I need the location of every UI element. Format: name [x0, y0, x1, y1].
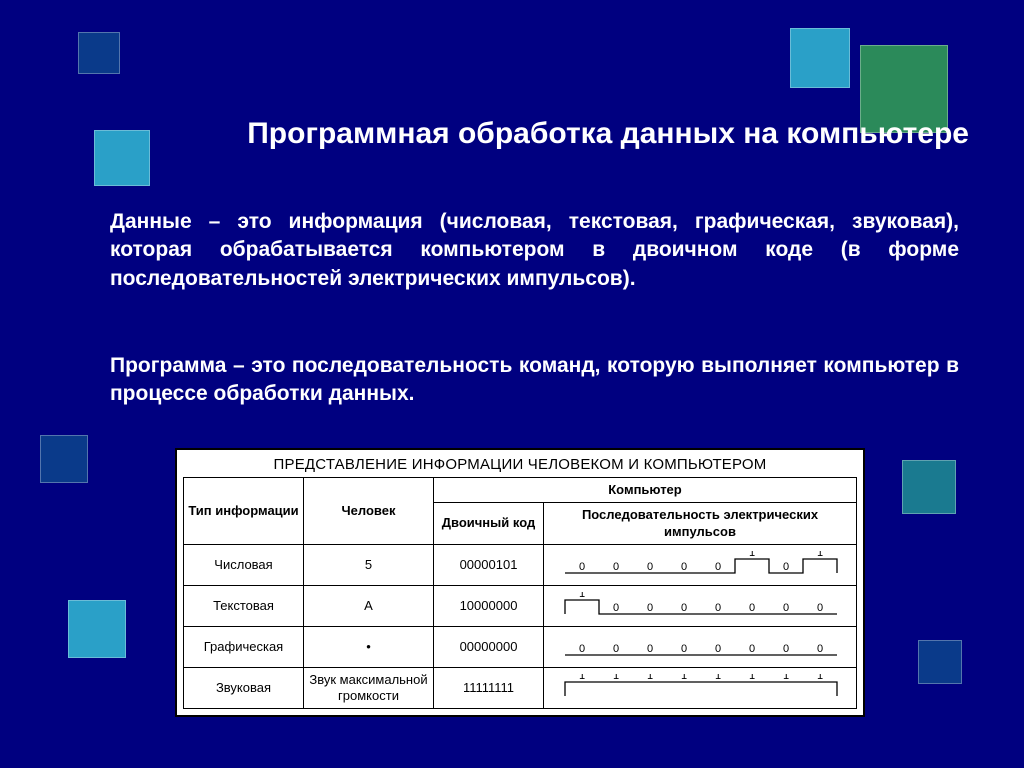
para1-text: – это информация (числовая, текстовая, г…: [110, 210, 959, 290]
cell-binary: 00000000: [434, 626, 544, 667]
paragraph-program: Программа – это последовательность коман…: [110, 352, 959, 409]
cell-human: A: [304, 585, 434, 626]
svg-text:1: 1: [579, 674, 585, 682]
svg-text:0: 0: [817, 643, 823, 655]
cell-type: Звуковая: [184, 667, 304, 709]
svg-text:1: 1: [681, 674, 687, 682]
cell-binary: 11111111: [434, 667, 544, 709]
deco-square: [902, 460, 956, 514]
cell-type: Текстовая: [184, 585, 304, 626]
term-data: Данные: [110, 210, 192, 233]
cell-human: Звук максимальной громкости: [304, 667, 434, 709]
cell-pulses: 0 0 0 0 0 1 0 1: [544, 544, 857, 585]
svg-text:1: 1: [817, 551, 823, 559]
cell-binary: 00000101: [434, 544, 544, 585]
svg-text:1: 1: [647, 674, 653, 682]
svg-text:1: 1: [749, 551, 755, 559]
svg-text:0: 0: [613, 602, 619, 614]
term-program: Программа: [110, 354, 226, 377]
info-table: Тип информации Человек Компьютер Двоичны…: [183, 477, 857, 709]
cell-pulses: 0 0 0 0 0 0 0 0: [544, 626, 857, 667]
svg-text:0: 0: [579, 643, 585, 655]
svg-text:1: 1: [613, 674, 619, 682]
svg-text:0: 0: [613, 643, 619, 655]
slide-title: Программная обработка данных на компьюте…: [195, 115, 969, 153]
info-table-wrap: ПРЕДСТАВЛЕНИЕ ИНФОРМАЦИИ ЧЕЛОВЕКОМ И КОМ…: [175, 448, 865, 717]
cell-type: Числовая: [184, 544, 304, 585]
table-row: ТекстоваяA1000000010000000: [184, 585, 857, 626]
svg-text:1: 1: [783, 674, 789, 682]
th-info-type: Тип информации: [184, 478, 304, 545]
table-row: ЗвуковаяЗвук максимальной громкости 1 1 1 1 1…: [184, 667, 857, 709]
deco-square: [78, 32, 120, 74]
svg-text:0: 0: [681, 643, 687, 655]
svg-text:0: 0: [647, 561, 653, 573]
svg-text:0: 0: [613, 561, 619, 573]
svg-text:0: 0: [681, 602, 687, 614]
cell-type: Графическая: [184, 626, 304, 667]
cell-pulses: 1 0 0 0 0 0 0 0: [544, 585, 857, 626]
paragraph-data: Данные – это информация (числовая, текст…: [110, 208, 959, 293]
svg-text:0: 0: [817, 602, 823, 614]
deco-square: [918, 640, 962, 684]
svg-text:0: 0: [579, 561, 585, 573]
svg-text:0: 0: [715, 561, 721, 573]
th-computer: Компьютер: [434, 478, 857, 503]
table-header-row-1: Тип информации Человек Компьютер: [184, 478, 857, 503]
svg-text:0: 0: [783, 561, 789, 573]
table-body: Числовая5 0 0 0 0 0 1 0 1 0 0 0 0 0 1 0 1 ТекстоваяA 1 0 0 0 0…: [184, 544, 857, 709]
svg-text:0: 0: [715, 643, 721, 655]
th-human: Человек: [304, 478, 434, 545]
svg-text:0: 0: [783, 643, 789, 655]
deco-square: [790, 28, 850, 88]
svg-text:0: 0: [715, 602, 721, 614]
deco-square: [94, 130, 150, 186]
svg-text:0: 0: [647, 602, 653, 614]
cell-pulses: 1 1 1 1 1 1 1 1: [544, 667, 857, 709]
table-row: Числовая50000010100000101: [184, 544, 857, 585]
th-pulses: Последовательность электрических импульс…: [544, 503, 857, 545]
cell-binary: 10000000: [434, 585, 544, 626]
table-row: Графическая•0000000000000000: [184, 626, 857, 667]
cell-human: 5: [304, 544, 434, 585]
table-title: ПРЕДСТАВЛЕНИЕ ИНФОРМАЦИИ ЧЕЛОВЕКОМ И КОМ…: [183, 454, 857, 477]
deco-square: [40, 435, 88, 483]
svg-text:1: 1: [579, 592, 585, 600]
svg-text:1: 1: [715, 674, 721, 682]
svg-text:0: 0: [647, 643, 653, 655]
svg-text:0: 0: [749, 602, 755, 614]
svg-text:0: 0: [749, 643, 755, 655]
para2-text: – это последовательность команд, которую…: [110, 354, 959, 405]
svg-text:1: 1: [817, 674, 823, 682]
deco-square: [68, 600, 126, 658]
cell-human: •: [304, 626, 434, 667]
th-binary: Двоичный код: [434, 503, 544, 545]
svg-text:1: 1: [749, 674, 755, 682]
svg-text:0: 0: [783, 602, 789, 614]
svg-text:0: 0: [681, 561, 687, 573]
